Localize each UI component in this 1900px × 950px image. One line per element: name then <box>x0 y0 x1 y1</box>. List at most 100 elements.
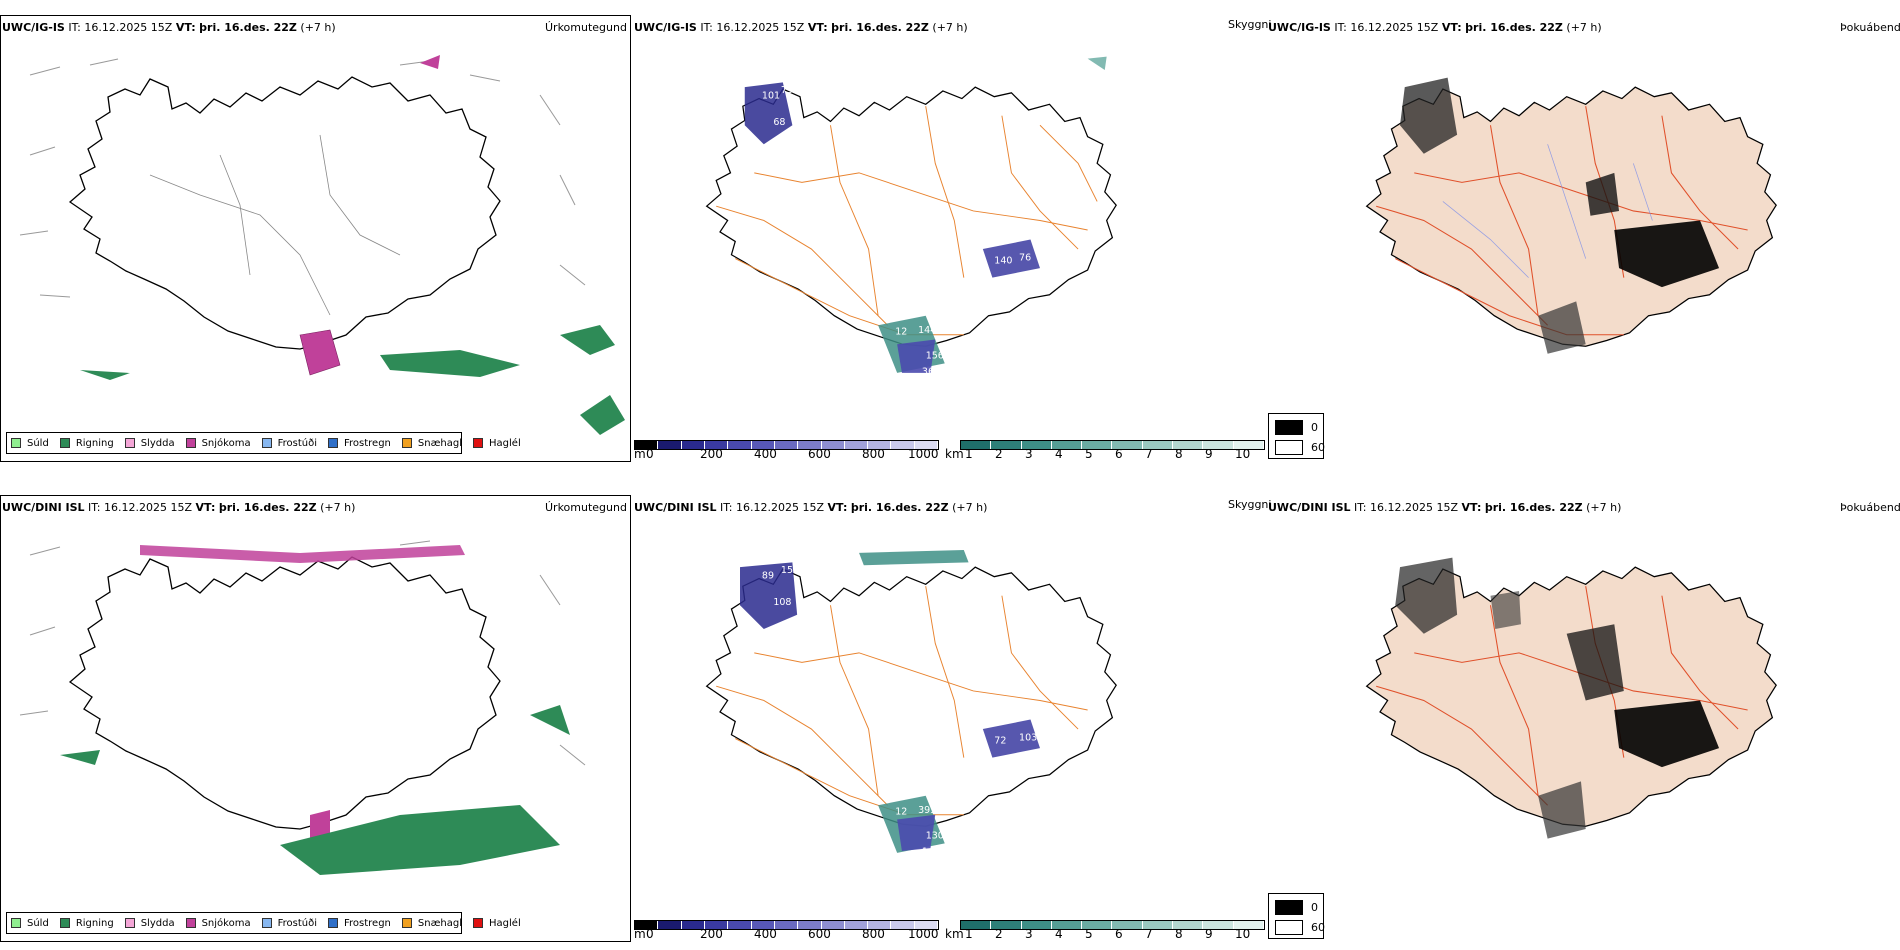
vis-value-label: 12 <box>895 807 907 818</box>
vis-title-2: Skyggni <box>1228 498 1272 511</box>
km-tick: 9 <box>1205 447 1213 461</box>
legend-item: Snæhagl <box>401 438 462 449</box>
precip-frame-1 <box>0 15 631 462</box>
height-tick: 800 <box>862 927 885 941</box>
colorbar-segment <box>798 921 822 929</box>
colorbar-segment <box>1203 441 1234 449</box>
vis-header-2: UWC/DINI ISL IT: 16.12.2025 15Z VT: þri.… <box>634 501 988 514</box>
vis-value-label: 22 <box>878 835 890 846</box>
colorbar-segment <box>1142 921 1174 929</box>
colorbar-segment <box>914 921 939 929</box>
colorbar-segment <box>704 921 729 929</box>
legend-item: Frostregn <box>328 918 391 929</box>
legend-item: Snjókoma <box>185 918 251 929</box>
legend-item: Snæhagl <box>401 918 462 929</box>
fog-label-60: 60 <box>1311 441 1325 454</box>
colorbar-segment <box>635 921 659 929</box>
vis-value-label: 72 <box>994 735 1006 746</box>
height-bar-2 <box>634 920 939 932</box>
vis-value-label: 108 <box>773 597 791 608</box>
colorbar-segment <box>1203 921 1234 929</box>
colorbar-segment <box>704 441 729 449</box>
vis-title-1: Skyggni <box>1228 18 1272 31</box>
colorbar-segment <box>728 441 752 449</box>
colorbar-segment <box>1142 441 1174 449</box>
colorbar-segment <box>1112 921 1143 929</box>
km-tick: 10 <box>1235 927 1251 941</box>
colorbar-segment <box>681 441 705 449</box>
legend-item: Súld <box>11 438 49 449</box>
vis-value-label: 103 <box>1019 732 1037 743</box>
km-tick: 5 <box>1085 447 1093 461</box>
colorbar-segment <box>681 921 705 929</box>
legend-item: Snjókoma <box>185 438 251 449</box>
precip-legend-1: Súld Rigning Slydda Snjókoma Frostúði Fr… <box>6 432 521 454</box>
legend-swatch <box>59 918 70 928</box>
legend-swatch <box>185 438 196 448</box>
km-tick: 4 <box>1055 927 1063 941</box>
legend-swatch <box>401 438 412 448</box>
vis-value-label: 393 <box>918 805 936 816</box>
vis-value-label: 12 <box>895 327 907 338</box>
precip-legend-2: Súld Rigning Slydda Snjókoma Frostúði Fr… <box>6 912 521 934</box>
legend-item: Súld <box>11 918 49 929</box>
height-tick: 200 <box>700 447 723 461</box>
km-bar-2 <box>960 920 1265 932</box>
km-tick: 6 <box>1115 447 1123 461</box>
km-tick: 2 <box>995 447 1003 461</box>
legend-item: Rigning <box>59 438 114 449</box>
height-bar-1 <box>634 440 939 452</box>
vis-value-label: 363 <box>922 367 940 378</box>
legend-swatch <box>11 438 21 448</box>
fog-legend-1: 0 60 <box>1268 413 1325 459</box>
vis-value-label: 140 <box>994 255 1012 266</box>
fog-title-2: Þokuábendi <box>1840 501 1900 514</box>
legend-swatch <box>124 438 135 448</box>
precip-title-1: Úrkomutegund <box>545 21 627 34</box>
colorbar-segment <box>1021 921 1052 929</box>
vis-value-label: 130 <box>926 831 944 842</box>
precip-map-1 <box>19 55 625 435</box>
km-tick: 6 <box>1115 927 1123 941</box>
colorbar-segment <box>914 441 939 449</box>
colorbar-segment <box>1233 441 1264 449</box>
legend-item: Frostregn <box>328 438 391 449</box>
height-tick: 600 <box>808 927 831 941</box>
vis-value-label: 156 <box>926 351 944 362</box>
colorbar-segment <box>658 441 682 449</box>
height-tick: 800 <box>862 447 885 461</box>
precip-title-2: Úrkomutegund <box>545 501 627 514</box>
legend-swatch <box>328 438 338 448</box>
legend-item: Slydda <box>124 918 175 929</box>
fog-header-2: UWC/DINI ISL IT: 16.12.2025 15Z VT: þri.… <box>1268 501 1622 514</box>
height-tick: 400 <box>754 927 777 941</box>
legend-swatch <box>261 438 272 448</box>
fog-label-60: 60 <box>1311 921 1325 934</box>
legend-item: Frostúði <box>261 438 317 449</box>
km-tick: 3 <box>1025 927 1033 941</box>
precip-map-2 <box>19 540 586 875</box>
height-colorbar <box>634 920 939 930</box>
legend-swatch <box>11 918 21 928</box>
vis-map-2: 89 151 108 72 103 12 393 130 14 22 <box>706 550 1117 858</box>
legend-swatch <box>473 438 484 448</box>
precip-frame-2 <box>0 495 631 942</box>
legend-swatch <box>401 918 412 928</box>
height-tick: 200 <box>700 927 723 941</box>
legend-item: Slydda <box>124 438 175 449</box>
height-tick: 400 <box>754 447 777 461</box>
fog-map-1 <box>1366 77 1777 354</box>
km-unit-2: km <box>945 927 964 941</box>
colorbar-segment <box>868 921 892 929</box>
fog-label-0: 0 <box>1311 421 1318 434</box>
fog-title-1: Þokuábendi <box>1840 21 1900 34</box>
height-colorbar <box>634 440 939 450</box>
colorbar-segment <box>728 921 752 929</box>
km-tick: 10 <box>1235 447 1251 461</box>
legend-item: Haglél <box>473 438 521 449</box>
km-tick: 7 <box>1145 447 1153 461</box>
vis-value-label: 144 <box>918 325 936 336</box>
km-tick: 5 <box>1085 927 1093 941</box>
colorbar-segment <box>961 441 992 449</box>
precip-header-1: UWC/IG-IS IT: 16.12.2025 15Z VT: þri. 16… <box>2 21 336 34</box>
